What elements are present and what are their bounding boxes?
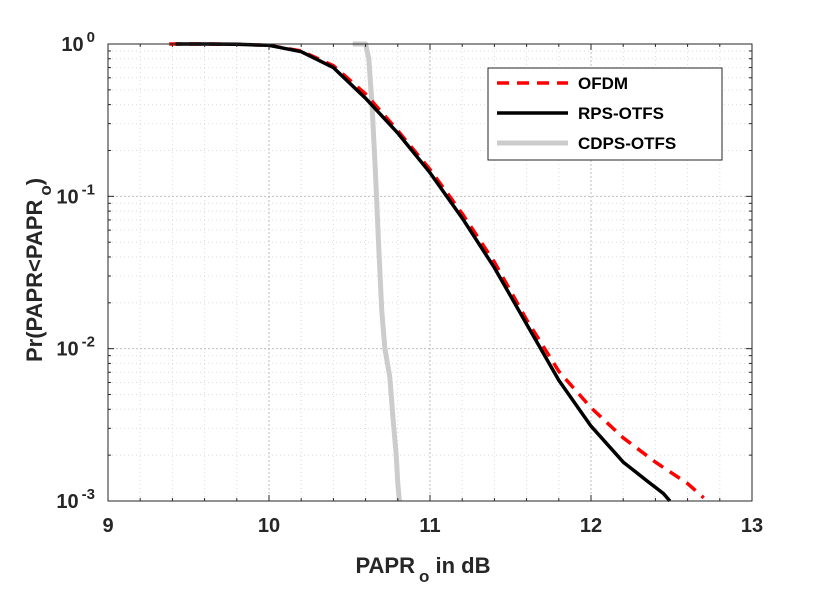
y-tick-label: 10 -2 — [56, 334, 95, 361]
series-line-cdps-otfs — [352, 41, 402, 502]
legend-label-cdps-otfs: CDPS-OTFS — [578, 134, 676, 153]
y-axis-label: Pr(PAPR<PAPRo) — [22, 178, 55, 362]
legend-label-rps-otfs: RPS-OTFS — [578, 104, 664, 123]
x-tick-label: 13 — [741, 515, 763, 537]
series-layer — [169, 41, 705, 503]
legend-label-ofdm: OFDM — [578, 74, 628, 93]
y-tick-label: 10 -1 — [56, 181, 95, 208]
legend: OFDM RPS-OTFS CDPS-OTFS — [487, 67, 723, 161]
x-tick-label: 11 — [419, 515, 440, 537]
x-tick-label: 10 — [258, 515, 280, 537]
x-axis-label: PAPR o in dB — [356, 553, 491, 586]
series-line-ofdm — [169, 42, 705, 500]
series-line-rps-otfs — [175, 42, 672, 503]
y-tick-label: 10 -3 — [56, 486, 95, 513]
x-tick-label: 12 — [580, 515, 602, 537]
y-tick-label: 10 0 — [61, 29, 95, 56]
x-tick-label: 9 — [102, 515, 113, 537]
tick-marks — [107, 43, 753, 502]
